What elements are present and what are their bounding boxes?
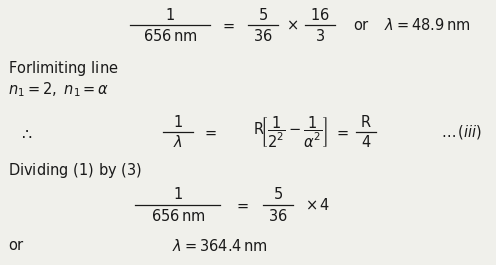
Text: $656\,\mathrm{nm}$: $656\,\mathrm{nm}$: [151, 208, 205, 224]
Text: $n_1 = 2,\ n_1 = \alpha$: $n_1 = 2,\ n_1 = \alpha$: [8, 81, 109, 99]
Text: $\mathrm{R}$: $\mathrm{R}$: [360, 114, 372, 130]
Text: $\lambda = 364.4\,\mathrm{nm}$: $\lambda = 364.4\,\mathrm{nm}$: [172, 238, 268, 254]
Text: $\mathrm{Dividing\ (1)\ by\ (3)}$: $\mathrm{Dividing\ (1)\ by\ (3)}$: [8, 161, 142, 179]
Text: $\mathrm{or}$: $\mathrm{or}$: [354, 17, 371, 33]
Text: $=$: $=$: [234, 197, 250, 213]
Text: $\times$: $\times$: [286, 17, 298, 33]
Text: $\mathrm{Forlimiting\ line}$: $\mathrm{Forlimiting\ line}$: [8, 59, 119, 77]
Text: $36$: $36$: [253, 28, 273, 44]
Text: $\therefore$: $\therefore$: [18, 126, 32, 140]
Text: $4$: $4$: [361, 134, 371, 150]
Text: $1$: $1$: [165, 7, 175, 23]
Text: $\times\, 4$: $\times\, 4$: [306, 197, 330, 213]
Text: $\lambda = 48.9\,\mathrm{nm}$: $\lambda = 48.9\,\mathrm{nm}$: [384, 17, 470, 33]
Text: $656\,\mathrm{nm}$: $656\,\mathrm{nm}$: [143, 28, 197, 44]
Text: $=$: $=$: [220, 17, 236, 33]
Text: $1$: $1$: [173, 186, 183, 202]
Text: $16$: $16$: [310, 7, 330, 23]
Text: $36$: $36$: [268, 208, 288, 224]
Text: $5$: $5$: [258, 7, 268, 23]
Text: $3$: $3$: [315, 28, 325, 44]
Text: $\lambda$: $\lambda$: [173, 134, 183, 150]
Text: $=$: $=$: [202, 125, 218, 139]
Text: $1$: $1$: [173, 114, 183, 130]
Text: $\mathrm{R}\!\left[\dfrac{1}{2^2}-\dfrac{1}{\alpha^2}\right]$: $\mathrm{R}\!\left[\dfrac{1}{2^2}-\dfrac…: [252, 114, 327, 150]
Text: $\mathrm{or}$: $\mathrm{or}$: [8, 238, 25, 254]
Text: $\ldots\,(\mathit{iii})$: $\ldots\,(\mathit{iii})$: [441, 123, 482, 141]
Text: $5$: $5$: [273, 186, 283, 202]
Text: $=$: $=$: [334, 125, 350, 139]
